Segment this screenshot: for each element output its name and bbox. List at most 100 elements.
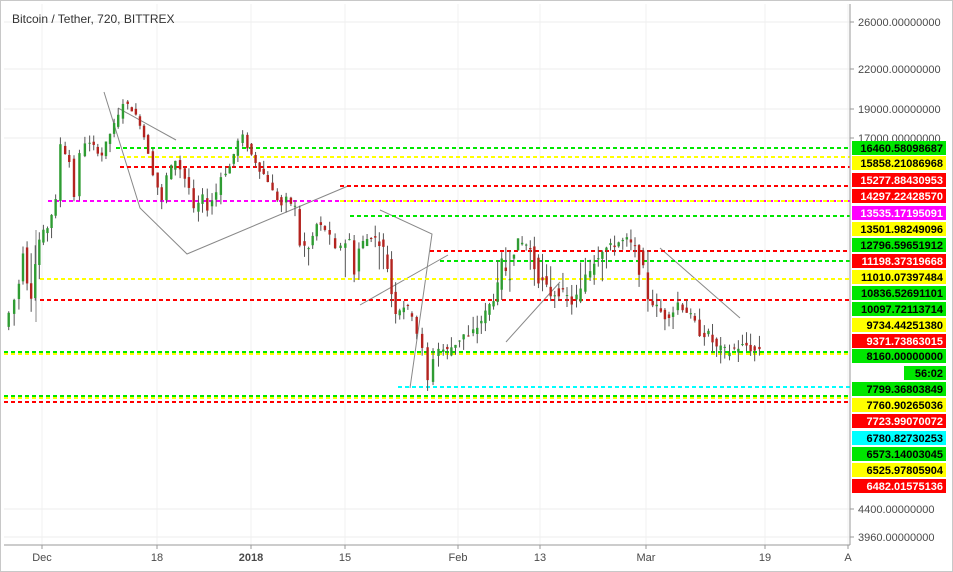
price-level-label-text: 9734.44251380: [867, 320, 943, 332]
price-level-label-text: 14297.22428570: [860, 191, 943, 203]
candle-body: [402, 307, 405, 313]
candle-body: [737, 348, 740, 353]
candle-body: [621, 239, 624, 242]
candle-body: [633, 245, 637, 247]
candle-body: [703, 332, 706, 338]
candle-body: [570, 296, 573, 305]
candle-body: [232, 154, 235, 164]
price-level-label: 7723.99070072: [852, 414, 946, 428]
candle-body: [266, 174, 269, 183]
candle-body: [258, 162, 261, 172]
price-level-label-bg: [852, 141, 946, 155]
candle-body: [333, 238, 337, 249]
candle-body: [446, 346, 449, 350]
candle-body: [42, 229, 45, 243]
price-level-label-text: 12796.59651912: [860, 240, 943, 252]
candle-body: [689, 313, 692, 315]
candle-body: [450, 347, 453, 356]
candle-body: [284, 196, 288, 203]
candle-body: [715, 338, 718, 347]
candle-body: [415, 316, 418, 334]
candle-body: [484, 310, 487, 324]
candle-body: [170, 165, 173, 180]
price-level-label-text: 15858.21086968: [860, 158, 943, 170]
candle-body: [271, 182, 274, 191]
candle-body: [398, 310, 401, 316]
candle-body: [50, 214, 53, 229]
candle-body: [529, 248, 532, 250]
price-level-label-text: 6482.01575136: [867, 481, 943, 493]
candle-body: [420, 333, 424, 348]
candle-body: [138, 116, 142, 126]
price-level-label: 15277.88430953: [852, 173, 946, 187]
x-tick-label: Feb: [449, 552, 468, 564]
candle-body: [68, 155, 71, 162]
price-level-label-bg: [904, 366, 946, 380]
candle-body: [352, 240, 356, 275]
price-level-label-text: 6525.97805904: [867, 465, 944, 477]
price-level-label: 7760.90265036: [852, 398, 946, 412]
candle-body: [146, 135, 150, 154]
candle-body: [165, 175, 168, 201]
price-level-label: 6482.01575136: [852, 479, 946, 493]
candle-body: [561, 288, 565, 290]
x-tick-label: Dec: [32, 552, 52, 564]
candle-body: [745, 342, 748, 346]
candle-body: [504, 267, 507, 271]
candle-body: [241, 134, 244, 143]
price-level-label-text: 56:02: [915, 368, 943, 380]
candle-body: [374, 236, 377, 238]
candle-body: [676, 302, 680, 311]
candle-body: [605, 247, 608, 251]
candle-body: [7, 312, 10, 327]
candle-body: [553, 295, 556, 297]
candle-body: [21, 253, 25, 282]
candle-body: [753, 346, 756, 351]
candle-body: [17, 283, 21, 300]
candle-body: [723, 346, 726, 348]
candle-body: [126, 101, 129, 104]
candle-body: [584, 274, 587, 292]
price-level-label-text: 13501.98249096: [860, 224, 943, 236]
candle-body: [758, 346, 761, 350]
candle-body: [361, 240, 365, 249]
candle-body: [88, 142, 91, 144]
candle-body: [442, 349, 445, 352]
price-level-label-text: 11198.37319668: [862, 256, 943, 268]
price-level-label-bg: [852, 156, 946, 170]
candle-body: [488, 304, 491, 315]
candle-body: [537, 257, 540, 284]
price-level-label-bg: [852, 206, 946, 220]
candle-body: [96, 146, 99, 154]
price-level-label: 8160.00000000: [852, 349, 946, 363]
x-tick-label: 15: [339, 552, 351, 564]
candle-body: [344, 243, 347, 248]
candle-body: [549, 286, 552, 297]
candle-body: [454, 344, 457, 348]
candle-body: [224, 173, 227, 176]
candle-body: [467, 335, 470, 337]
candle-body: [651, 301, 654, 306]
candle-body: [565, 295, 569, 297]
price-level-label-bg: [852, 398, 946, 412]
price-level-label-bg: [852, 270, 946, 284]
price-level-label-text: 8160.00000000: [867, 351, 943, 363]
trendlines: [35, 91, 741, 389]
price-level-label-bg: [852, 189, 946, 203]
candles: [7, 99, 761, 391]
price-level-label-text: 7723.99070072: [867, 416, 943, 428]
price-level-label: 7799.36803849: [852, 382, 946, 396]
candle-body: [236, 140, 240, 156]
candle-body: [641, 250, 645, 266]
price-level-label-bg: [852, 254, 946, 268]
candle-body: [201, 194, 204, 204]
price-level-label: 6780.82730253: [852, 431, 946, 445]
candle-body: [25, 247, 29, 284]
candle-body: [382, 239, 385, 247]
candle-body: [34, 264, 37, 299]
candle-body: [685, 307, 688, 313]
price-level-label-text: 9371.73863015: [867, 336, 943, 348]
candle-body: [142, 125, 146, 138]
